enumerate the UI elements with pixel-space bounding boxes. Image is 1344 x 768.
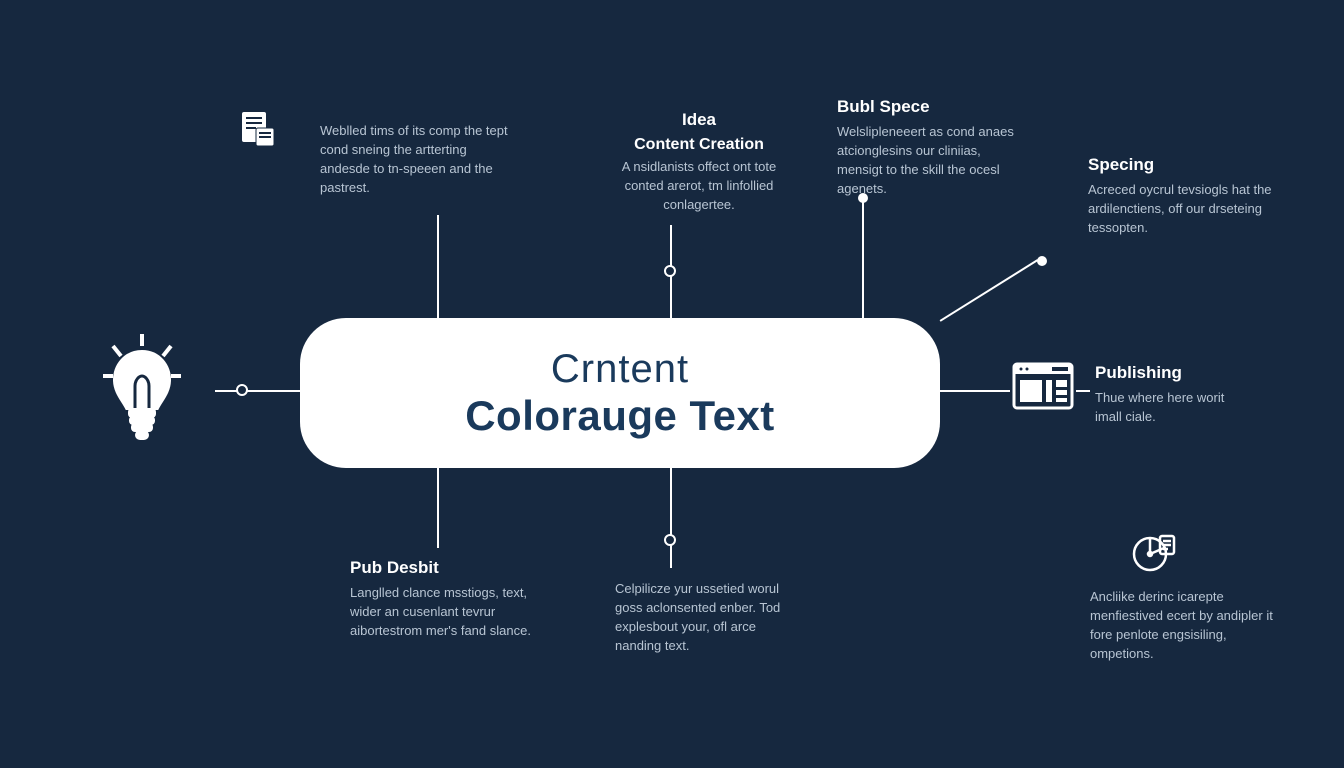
node-title: Bubl Spece — [837, 97, 1022, 117]
node-title: Publishing — [1095, 363, 1245, 383]
connector-dot — [664, 265, 676, 277]
node-title: Idea — [614, 110, 784, 130]
node-body: Ancliike derinc icarepte menfiestived ec… — [1090, 588, 1275, 663]
node-body: Thue where here worit imall ciale. — [1095, 389, 1245, 427]
central-box: Crntent Colorauge Text — [300, 318, 940, 468]
node-specing: Specing Acreced oycrul tevsiogls hat the… — [1088, 155, 1278, 238]
connector — [437, 215, 439, 318]
central-title-2: Colorauge Text — [465, 392, 775, 440]
connector-dot — [664, 534, 676, 546]
node-body: Langlled clance msstiogs, text, wider an… — [350, 584, 545, 641]
node-body: Acreced oycrul tevsiogls hat the ardilen… — [1088, 181, 1278, 238]
connector — [862, 200, 864, 318]
node-body: Weblled tims of its comp the tept cond s… — [320, 122, 520, 197]
analytics-icon — [1130, 530, 1178, 583]
node-body: Celpilicze yur ussetied worul goss aclon… — [615, 580, 790, 655]
node-docs: Weblled tims of its comp the tept cond s… — [320, 122, 520, 197]
node-bottom-right: Ancliike derinc icarepte menfiestived ec… — [1090, 588, 1275, 663]
connector — [437, 468, 439, 548]
node-body: Welslipleneeert as cond anaes atciongles… — [837, 123, 1022, 198]
node-title: Specing — [1088, 155, 1278, 175]
connector — [940, 259, 1038, 321]
node-body: A nsidlanists offect ont tote conted are… — [614, 158, 784, 215]
node-publishing: Publishing Thue where here worit imall c… — [1095, 363, 1245, 427]
documents-icon — [232, 106, 284, 163]
infographic-canvas: Crntent Colorauge Text — [0, 0, 1344, 768]
display-icon — [1012, 360, 1074, 421]
connector-dot — [1037, 256, 1047, 266]
node-title: Pub Desbit — [350, 558, 545, 578]
connector — [940, 390, 1010, 392]
node-bottom-mid: Celpilicze yur ussetied worul goss aclon… — [615, 580, 790, 655]
connector — [215, 390, 300, 392]
connector — [670, 468, 672, 568]
node-subtitle: Content Creation — [614, 136, 784, 154]
node-pub-desbit: Pub Desbit Langlled clance msstiogs, tex… — [350, 558, 545, 641]
lightbulb-icon — [95, 330, 190, 455]
central-title-1: Crntent — [551, 347, 689, 392]
node-idea: Idea Content Creation A nsidlanists offe… — [614, 110, 784, 215]
connector-dot — [236, 384, 248, 396]
node-bubl: Bubl Spece Welslipleneeert as cond anaes… — [837, 97, 1022, 198]
connector — [1076, 390, 1090, 392]
